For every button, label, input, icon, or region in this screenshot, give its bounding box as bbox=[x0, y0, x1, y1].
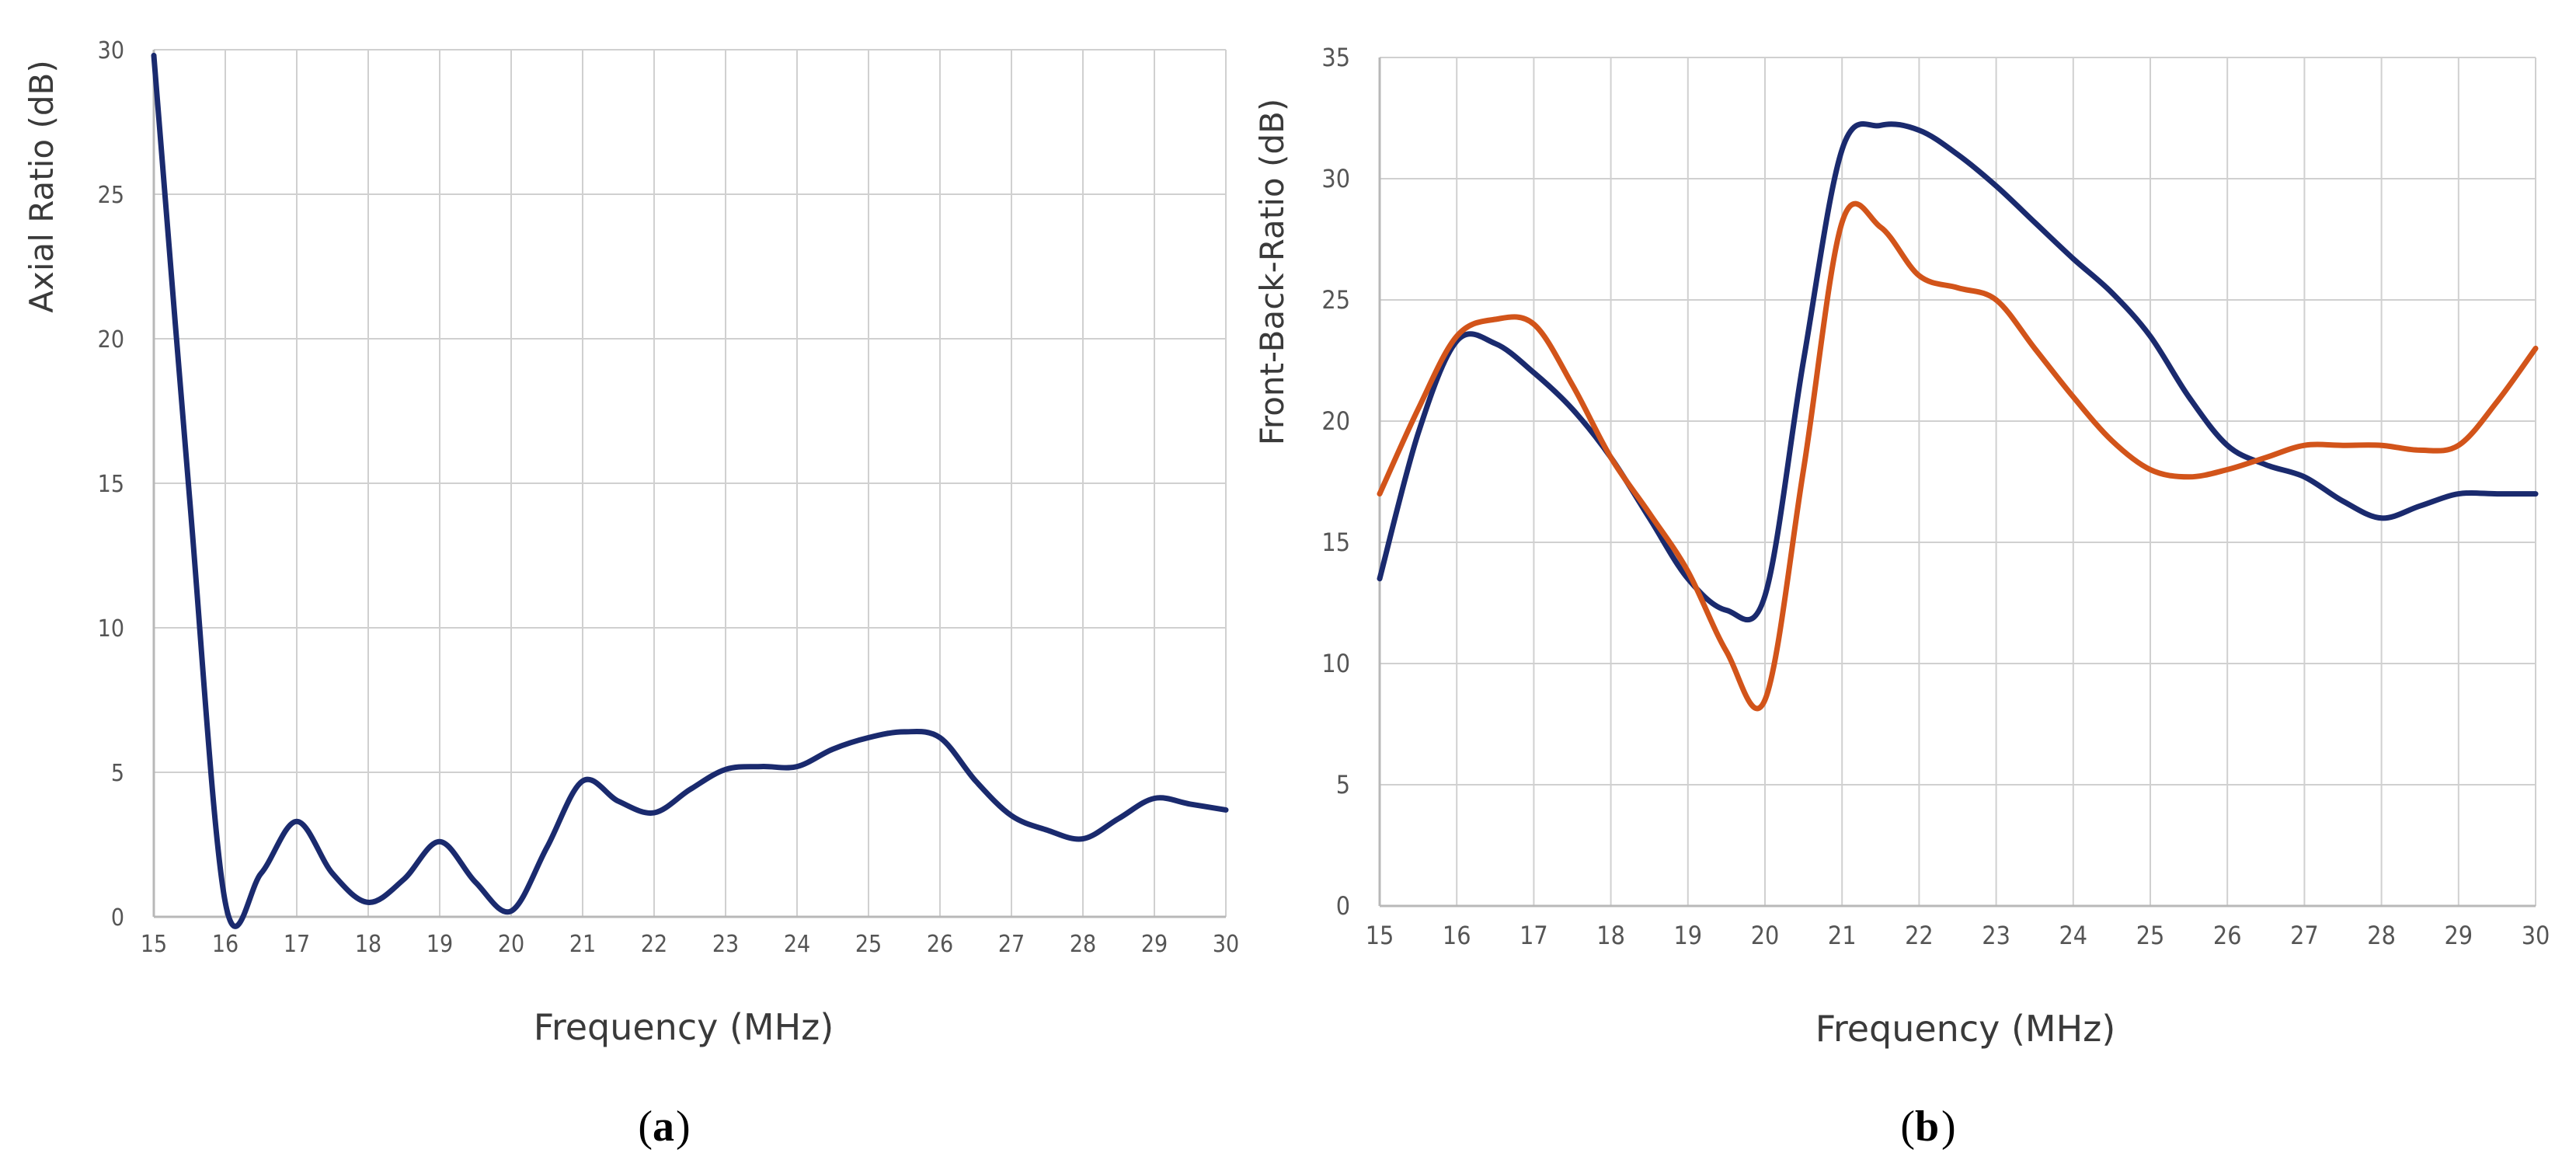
axial-ratio-y-tick-0: 0 bbox=[111, 904, 124, 932]
axial-ratio-x-tick-24: 24 bbox=[784, 931, 810, 958]
front-back-ratio-x-tick-23: 23 bbox=[1982, 921, 2010, 950]
axial-ratio-x-axis-label: Frequency (MHz) bbox=[534, 1006, 834, 1048]
axial-ratio-x-ticks: 15 16 17 18 19 20 21 22 23 24 25 26 27 28 29 30 bbox=[141, 931, 1239, 958]
axial-ratio-axes bbox=[152, 50, 1226, 918]
axial-ratio-x-tick-27: 27 bbox=[998, 931, 1025, 958]
axial-ratio-x-tick-20: 20 bbox=[498, 931, 524, 958]
front-back-ratio-x-tick-17: 17 bbox=[1519, 921, 1548, 950]
front-back-ratio-x-tick-24: 24 bbox=[2059, 921, 2087, 950]
caption-b: ( b ) bbox=[1900, 1103, 1955, 1151]
axial-ratio-x-tick-23: 23 bbox=[712, 931, 739, 958]
front-back-ratio-series bbox=[1377, 121, 2539, 712]
front-back-ratio-axes bbox=[1378, 57, 2536, 907]
axial-ratio-x-tick-18: 18 bbox=[355, 931, 381, 958]
front-back-ratio-y-tick-5: 5 bbox=[1336, 770, 1350, 800]
front-back-ratio-chart: 0 5 10 15 20 25 30 35 15 16 17 18 19 20 21 22 23 24 25 26 2… bbox=[1253, 43, 2550, 1151]
caption-b-letter: b bbox=[1915, 1103, 1939, 1151]
front-back-ratio-x-tick-20: 20 bbox=[1751, 921, 1780, 950]
axial-ratio-x-tick-28: 28 bbox=[1070, 931, 1096, 958]
front-back-ratio-y-tick-30: 30 bbox=[1321, 164, 1350, 193]
axial-ratio-x-tick-25: 25 bbox=[855, 931, 882, 958]
axial-ratio-x-tick-22: 22 bbox=[641, 931, 667, 958]
axial-ratio-y-ticks: 0 5 10 15 20 25 30 bbox=[98, 37, 124, 932]
front-back-ratio-y-tick-0: 0 bbox=[1336, 891, 1350, 921]
caption-a-letter: a bbox=[653, 1103, 674, 1151]
front-back-ratio-x-tick-28: 28 bbox=[2367, 921, 2396, 950]
axial-ratio-x-tick-29: 29 bbox=[1141, 931, 1168, 958]
axial-ratio-series bbox=[151, 52, 1229, 929]
axial-ratio-y-axis-label: Axial Ratio (dB) bbox=[23, 60, 61, 312]
axial-ratio-chart: 0 5 10 15 20 25 30 15 16 17 18 19 20 21 22 23 24 25 26 27 2… bbox=[23, 37, 1239, 1151]
axial-ratio-series-line-1 bbox=[151, 52, 1229, 929]
front-back-ratio-gridlines bbox=[1379, 57, 2536, 907]
front-back-ratio-x-tick-15: 15 bbox=[1366, 921, 1394, 950]
front-back-ratio-x-tick-21: 21 bbox=[1828, 921, 1857, 950]
axial-ratio-x-tick-30: 30 bbox=[1213, 931, 1239, 958]
axial-ratio-x-tick-17: 17 bbox=[284, 931, 310, 958]
axial-ratio-gridlines bbox=[153, 49, 1227, 918]
front-back-ratio-x-tick-30: 30 bbox=[2522, 921, 2550, 950]
axial-ratio-x-tick-16: 16 bbox=[212, 931, 238, 958]
axial-ratio-y-tick-10: 10 bbox=[98, 615, 124, 643]
axial-ratio-y-tick-25: 25 bbox=[98, 182, 124, 209]
front-back-ratio-x-ticks: 15 16 17 18 19 20 21 22 23 24 25 26 27 28 29 30 bbox=[1366, 921, 2550, 950]
svg-text:(: ( bbox=[638, 1103, 653, 1151]
caption-a: ( a ) bbox=[638, 1103, 690, 1151]
front-back-ratio-y-ticks: 0 5 10 15 20 25 30 35 bbox=[1321, 43, 1350, 921]
axial-ratio-y-tick-15: 15 bbox=[98, 471, 124, 498]
front-back-ratio-y-tick-25: 25 bbox=[1321, 285, 1350, 315]
axial-ratio-x-tick-15: 15 bbox=[141, 931, 167, 958]
svg-text:): ) bbox=[1941, 1103, 1956, 1151]
front-back-ratio-x-tick-27: 27 bbox=[2290, 921, 2319, 950]
axial-ratio-x-tick-26: 26 bbox=[927, 931, 953, 958]
axial-ratio-x-tick-21: 21 bbox=[569, 931, 596, 958]
front-back-ratio-y-tick-35: 35 bbox=[1321, 43, 1350, 72]
svg-text:(: ( bbox=[1900, 1103, 1915, 1151]
front-back-ratio-series-line-1 bbox=[1377, 121, 2539, 623]
front-back-ratio-y-tick-15: 15 bbox=[1321, 528, 1350, 557]
svg-text:): ) bbox=[676, 1103, 691, 1151]
front-back-ratio-y-axis-label: Front-Back-Ratio (dB) bbox=[1253, 99, 1291, 445]
axial-ratio-y-tick-5: 5 bbox=[111, 760, 124, 787]
front-back-ratio-x-tick-26: 26 bbox=[2213, 921, 2242, 950]
front-back-ratio-y-tick-10: 10 bbox=[1321, 649, 1350, 678]
front-back-ratio-x-tick-19: 19 bbox=[1673, 921, 1702, 950]
front-back-ratio-x-tick-22: 22 bbox=[1905, 921, 1934, 950]
axial-ratio-y-tick-30: 30 bbox=[98, 37, 124, 64]
front-back-ratio-y-tick-20: 20 bbox=[1321, 406, 1350, 436]
front-back-ratio-x-tick-29: 29 bbox=[2444, 921, 2473, 950]
front-back-ratio-series-line-2 bbox=[1377, 200, 2539, 712]
axial-ratio-y-tick-20: 20 bbox=[98, 326, 124, 354]
front-back-ratio-x-tick-25: 25 bbox=[2136, 921, 2165, 950]
front-back-ratio-x-tick-16: 16 bbox=[1443, 921, 1471, 950]
front-back-ratio-x-tick-18: 18 bbox=[1596, 921, 1625, 950]
axial-ratio-x-tick-19: 19 bbox=[426, 931, 453, 958]
front-back-ratio-x-axis-label: Frequency (MHz) bbox=[1815, 1008, 2116, 1050]
